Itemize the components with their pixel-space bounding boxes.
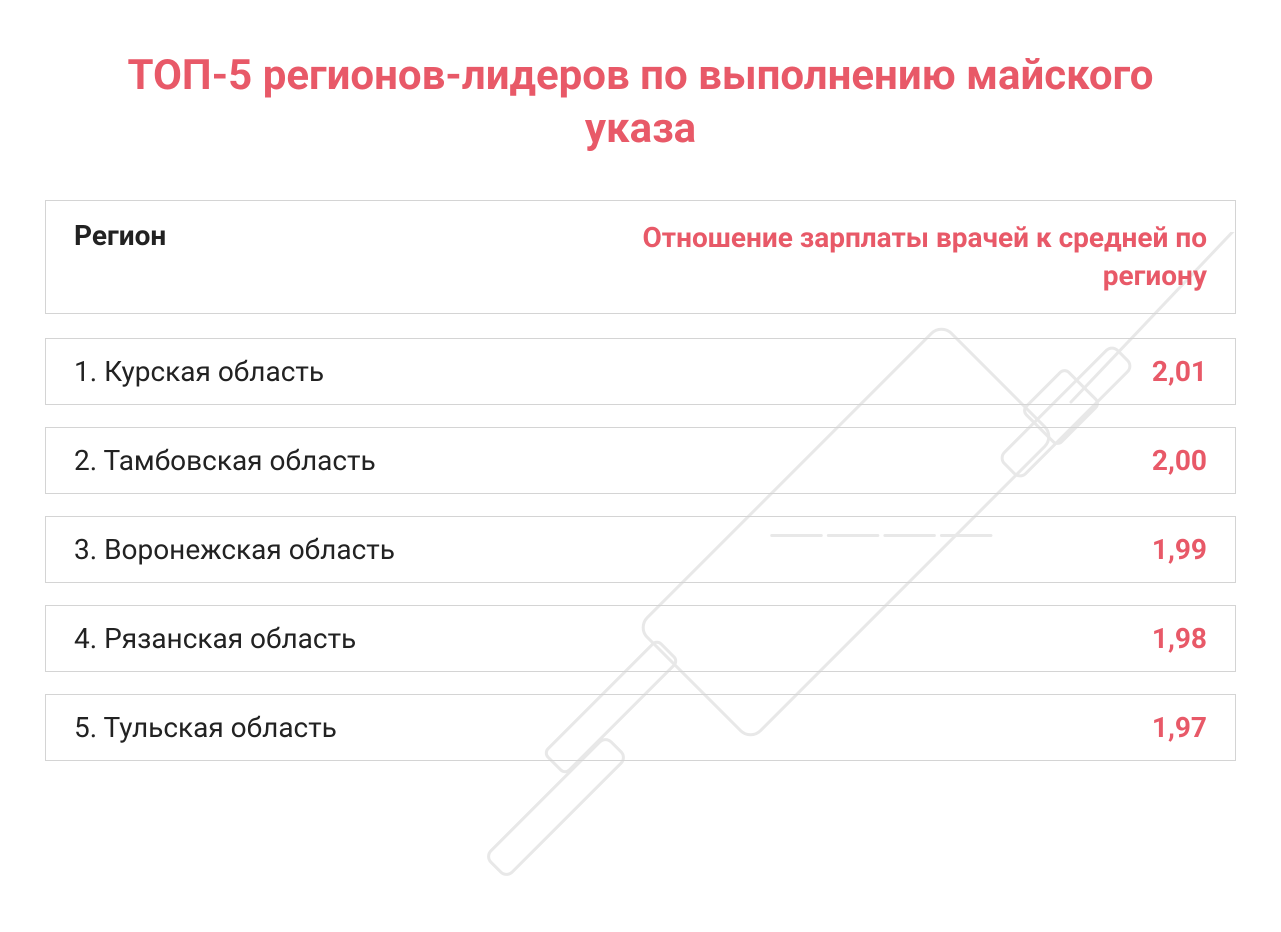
table-header: Регион Отношение зарплаты врачей к средн… bbox=[45, 200, 1236, 314]
table-row: 2. Тамбовская область 2,00 bbox=[45, 427, 1236, 494]
page-title: ТОП-5 регионов-лидеров по выполнению май… bbox=[45, 50, 1236, 155]
region-name: 5. Тульская область bbox=[74, 711, 337, 744]
table-row: 4. Рязанская область 1,98 bbox=[45, 605, 1236, 672]
region-value: 2,00 bbox=[1152, 444, 1207, 477]
table-row: 3. Воронежская область 1,99 bbox=[45, 516, 1236, 583]
region-value: 2,01 bbox=[1152, 355, 1207, 388]
region-name: 1. Курская область bbox=[74, 355, 324, 388]
region-value: 1,97 bbox=[1152, 711, 1207, 744]
region-value: 1,98 bbox=[1152, 622, 1207, 655]
region-name: 2. Тамбовская область bbox=[74, 444, 376, 477]
table-row: 5. Тульская область 1,97 bbox=[45, 694, 1236, 761]
header-region-label: Регион bbox=[74, 219, 166, 252]
region-name: 4. Рязанская область bbox=[74, 622, 356, 655]
table-row: 1. Курская область 2,01 bbox=[45, 338, 1236, 405]
header-value-label: Отношение зарплаты врачей к средней по р… bbox=[607, 219, 1207, 295]
region-name: 3. Воронежская область bbox=[74, 533, 395, 566]
region-value: 1,99 bbox=[1152, 533, 1207, 566]
